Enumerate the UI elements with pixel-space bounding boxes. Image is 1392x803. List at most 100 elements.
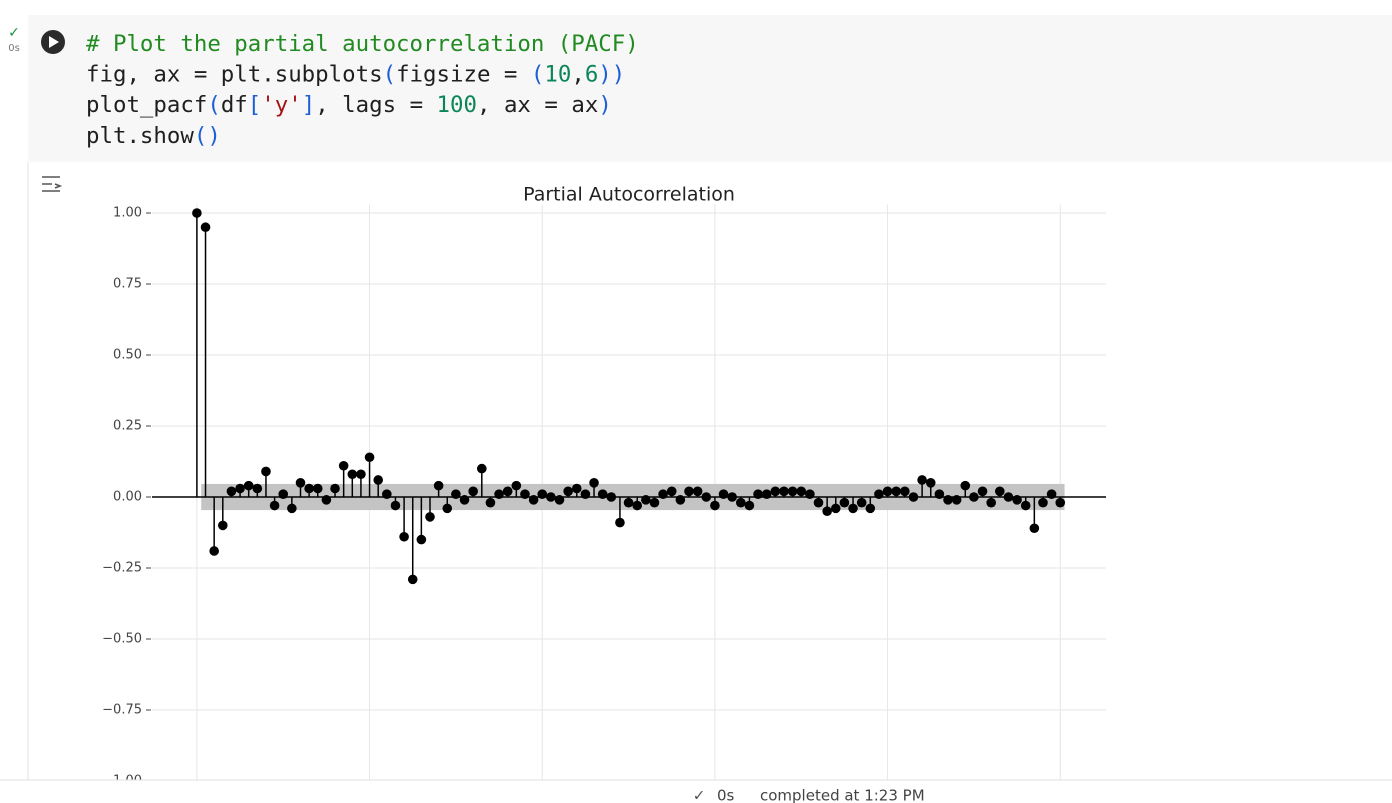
stem-marker [615, 517, 625, 528]
stem-marker [407, 574, 418, 585]
y-tick-label: −0.50 [102, 632, 142, 647]
stem-marker [520, 489, 530, 499]
stem-marker [753, 489, 763, 499]
stem-marker [641, 495, 651, 505]
stem-marker [839, 497, 850, 508]
stem-marker [891, 486, 902, 497]
stem-marker [856, 497, 867, 508]
stem-marker [571, 483, 582, 494]
stem-marker [874, 489, 884, 499]
stem-marker [563, 486, 573, 497]
status-text: completed at 1:23 PM [760, 787, 925, 803]
plot: 1.000.750.500.250.00−0.25−0.50−0.75−1.00 [102, 204, 1106, 796]
stem-marker [986, 497, 996, 508]
stem-marker [589, 478, 599, 488]
stem-marker [278, 489, 289, 499]
stem-marker [235, 483, 245, 494]
stem-marker [822, 506, 832, 517]
stem-marker [597, 489, 608, 499]
stem-marker [770, 486, 781, 497]
stem-marker [554, 495, 565, 505]
status-duration: 0s [717, 787, 735, 803]
chart-title: Partial Autocorrelation [523, 184, 735, 206]
stem-marker [347, 469, 358, 480]
stem-marker [287, 503, 297, 514]
stem-marker [727, 492, 737, 502]
stem-marker [1020, 500, 1031, 511]
code-editor[interactable]: # Plot the partial autocorrelation (PACF… [86, 31, 639, 149]
stem-marker [537, 489, 548, 499]
stem-marker [217, 520, 228, 531]
stem-marker [476, 463, 487, 474]
stem-marker [632, 500, 643, 511]
stem-marker [390, 500, 401, 511]
stem-marker [761, 489, 772, 499]
code-line: fig, ax = plt.subplots(figsize = (10,6)) [86, 61, 625, 87]
stem-marker [502, 486, 513, 497]
stem-marker [787, 486, 798, 497]
stem-marker [243, 480, 254, 491]
stem-marker [459, 495, 470, 505]
stem-marker [200, 222, 211, 233]
stem-marker [511, 480, 522, 491]
stem-marker [425, 512, 435, 522]
stem-marker [934, 489, 945, 499]
stem-marker [1055, 497, 1066, 508]
stem-marker [736, 497, 746, 508]
stem-marker [330, 483, 340, 494]
stem-marker [1012, 495, 1022, 505]
stem-marker [312, 483, 323, 494]
y-tick-label: 1.00 [113, 206, 142, 221]
stem-marker [433, 480, 444, 491]
code-line: plot_pacf(df['y'], lags = 100, ax = ax) [86, 92, 612, 118]
output-toggle[interactable] [42, 176, 63, 192]
stem-marker [494, 489, 504, 499]
stem-marker [442, 503, 453, 514]
stem-marker [960, 480, 971, 491]
stem-marker [226, 486, 237, 497]
stem-marker [805, 489, 815, 499]
stem-marker [606, 492, 617, 502]
stem-marker [321, 495, 332, 505]
stem-marker [1029, 523, 1040, 534]
stem-marker [528, 495, 539, 505]
run-button-play[interactable] [49, 36, 59, 48]
stem-marker [718, 489, 729, 499]
code-cell [28, 15, 1392, 162]
stem-marker [969, 492, 979, 502]
stem-marker [252, 483, 263, 494]
stem-marker [830, 503, 841, 514]
y-tick-label: 0.50 [113, 348, 142, 363]
run-button[interactable] [41, 30, 65, 54]
stem-marker [977, 486, 988, 497]
stem-marker [623, 497, 634, 508]
stem-marker [684, 486, 694, 497]
stem-marker [943, 495, 953, 505]
stem-marker [813, 497, 824, 508]
stem-marker [468, 486, 478, 497]
stem-marker [364, 452, 375, 463]
stem-marker [951, 495, 962, 505]
stem-marker [882, 486, 893, 497]
stem-marker [666, 486, 677, 497]
run-time: 0s [8, 43, 20, 54]
stem-marker [649, 497, 660, 508]
y-tick-label: 0.00 [113, 490, 142, 505]
stem-marker [399, 531, 409, 542]
stem-marker [701, 492, 712, 502]
stem-marker [451, 489, 461, 499]
stem-marker [908, 492, 919, 502]
code-line: plt.show() [86, 122, 221, 148]
output-toggle-icon[interactable] [42, 176, 63, 192]
code-line: # Plot the partial autocorrelation (PACF… [86, 31, 639, 57]
stem-marker [1038, 497, 1048, 508]
stem-marker [1046, 489, 1057, 499]
stem-marker [356, 469, 366, 480]
stem-marker [917, 475, 927, 485]
stem-marker [304, 483, 314, 494]
stem-marker [546, 492, 556, 502]
stem-marker [580, 489, 591, 499]
stem-marker [658, 489, 668, 499]
run-status-icon: ✓ [8, 25, 20, 41]
